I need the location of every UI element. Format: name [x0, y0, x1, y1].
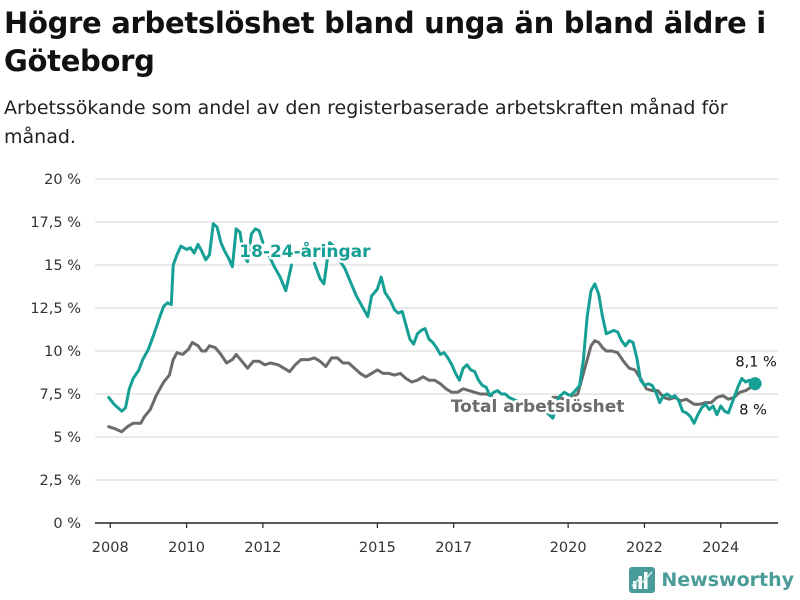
x-tick-label: 2012 [244, 540, 281, 556]
x-tick-label: 2010 [168, 540, 205, 556]
y-tick-label: 20 % [44, 172, 81, 188]
total-label: Total arbetslöshet [451, 397, 625, 417]
x-tick-label: 2020 [550, 540, 587, 556]
line-chart: 0 % 2,5 % 5 % 7,5 % 10 % 12,5 % 15 % 17,5 % 20 %… [30, 172, 778, 556]
end-point-youth [748, 377, 762, 391]
line-segment [107, 222, 265, 413]
chart-title: Högre arbetslöshet bland unga än bland ä… [4, 6, 766, 78]
end-markers: 8,1 % 8 % [735, 355, 776, 419]
newsworthy-brand[interactable]: Newsworthy [629, 566, 794, 594]
series-lines [107, 222, 757, 434]
line-segment [312, 241, 519, 403]
x-tick-label: 2017 [435, 540, 472, 556]
line-segment [545, 282, 757, 425]
youth-label: 18-24-åringar [239, 240, 371, 262]
x-axis-tick-labels: 2008 2010 2012 2015 2017 2020 2022 2024 [92, 540, 739, 556]
brand-name: Newsworthy [661, 569, 794, 591]
y-tick-label: 5 % [53, 430, 81, 446]
line-segment [551, 339, 757, 406]
y-tick-label: 10 % [44, 344, 81, 360]
gridlines [95, 178, 778, 481]
y-tick-label: 17,5 % [30, 215, 81, 231]
y-tick-label: 12,5 % [30, 301, 81, 317]
y-axis-tick-labels: 0 % 2,5 % 5 % 7,5 % 10 % 12,5 % 15 % 17,5 % 20 % [30, 172, 81, 532]
line-segment [267, 253, 293, 293]
line-segment [107, 340, 494, 434]
end-label-total: 8 % [739, 402, 767, 418]
y-tick-label: 0 % [53, 516, 81, 532]
y-tick-label: 2,5 % [40, 473, 81, 489]
x-tick-label: 2024 [702, 540, 739, 556]
series-youth [107, 222, 757, 425]
x-tick-label: 2008 [92, 540, 129, 556]
x-tick-label: 2015 [359, 540, 396, 556]
x-axis [95, 522, 778, 528]
annotations: 18-24-åringar Total arbetslöshet [237, 238, 627, 420]
x-tick-label: 2022 [626, 540, 663, 556]
y-tick-label: 7,5 % [40, 387, 81, 403]
y-tick-label: 15 % [44, 258, 81, 274]
series-total [107, 339, 757, 434]
end-label-youth: 8,1 % [735, 355, 776, 371]
newsworthy-logo-icon [629, 567, 656, 593]
chart-subtitle: Arbetssökande som andel av den registerb… [4, 97, 728, 148]
